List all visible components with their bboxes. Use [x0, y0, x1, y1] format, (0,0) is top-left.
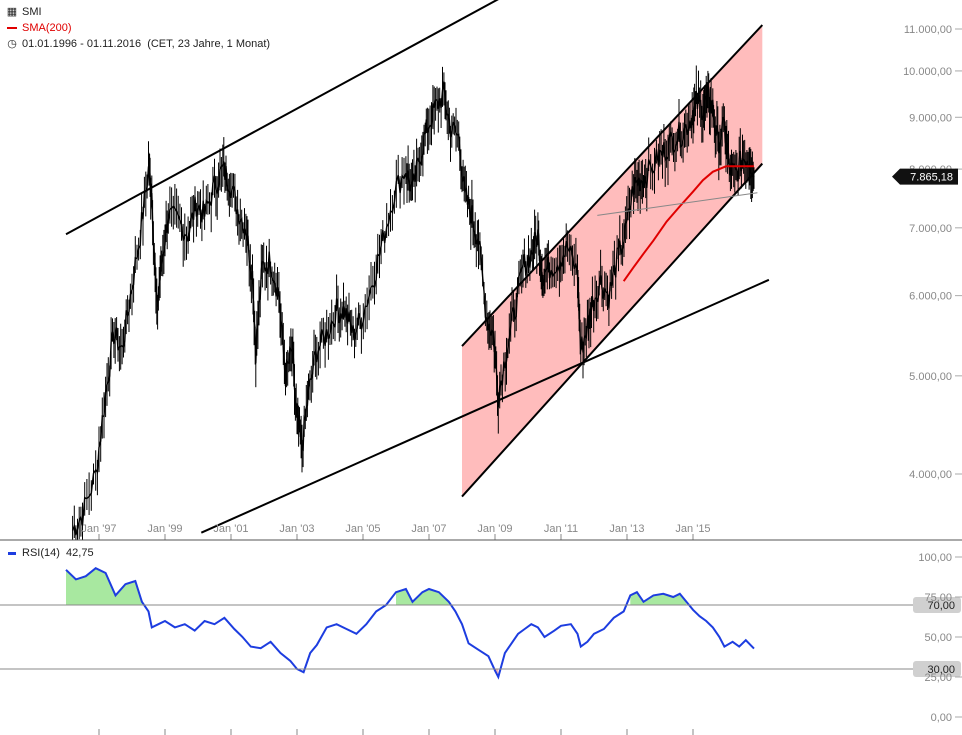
rsi-y-tick-label: 50,00	[924, 632, 952, 644]
rsi-y-tick-label: 0,00	[931, 712, 952, 724]
rsi-line-icon	[6, 546, 18, 560]
rsi-overbought-fill	[66, 568, 142, 605]
clock-icon: ◷	[7, 38, 17, 50]
last-price-label: 7.865,18	[910, 172, 953, 184]
price-y-tick-label: 6.000,00	[909, 291, 952, 303]
rsi-plot-area	[65, 567, 755, 680]
x-tick-label: Jan '13	[609, 523, 644, 535]
upper-long-line	[65, 0, 499, 236]
price-y-tick-label: 10.000,00	[903, 66, 952, 78]
rsi-line	[65, 567, 755, 680]
x-tick-label: Jan '01	[213, 523, 248, 535]
price-y-tick-label: 5.000,00	[909, 371, 952, 383]
legend-range: ◷ 01.01.1996 - 01.11.2016 (CET, 23 Jahre,…	[7, 38, 271, 50]
rsi-y-tick-label: 100,00	[918, 552, 952, 564]
price-y-tick-label: 11.000,00	[904, 24, 952, 36]
rsi-threshold-badge	[913, 661, 961, 677]
rsi-threshold-badge	[913, 597, 961, 613]
rsi-y-tick-label: 25,00	[924, 672, 952, 684]
sma-line-icon	[6, 21, 18, 35]
rsi-threshold-label: 30,00	[927, 664, 955, 676]
legend-sma: SMA(200)	[6, 21, 72, 35]
last-price-badge	[892, 168, 958, 185]
x-tick-label: Jan '11	[544, 523, 578, 535]
legend-symbol: ▦ SMI	[6, 6, 42, 18]
x-tick-label: Jan '07	[411, 523, 446, 535]
rsi-y-tick-label: 75,00	[924, 592, 952, 604]
price-plot-area	[65, 0, 770, 540]
support-line	[597, 192, 758, 216]
price-y-tick-label: 7.000,00	[909, 223, 952, 235]
x-tick-label: Jan '05	[345, 523, 380, 535]
x-tick-label: Jan '09	[477, 523, 512, 535]
rsi-threshold-label: 70,00	[927, 600, 955, 612]
channel-lower-line	[461, 162, 764, 498]
x-tick-label: Jan '03	[279, 523, 314, 535]
lower-long-line	[200, 278, 770, 534]
channel-upper-line	[461, 24, 764, 347]
x-tick-label: Jan '99	[147, 523, 182, 535]
x-tick-label: Jan '15	[675, 523, 710, 535]
rsi-overbought-fill	[396, 589, 449, 605]
price-y-tick-label: 4.000,00	[909, 469, 952, 481]
sma-200-line	[622, 165, 754, 282]
channel-fill	[462, 25, 763, 497]
price-y-tick-label: 9.000,00	[909, 112, 952, 124]
legend-rsi: RSI(14) 42,75	[6, 546, 94, 560]
candlestick-icon: ▦	[6, 6, 18, 18]
x-tick-label: Jan '97	[81, 523, 116, 535]
price-panel: 4.000,005.000,006.000,007.000,008.000,00…	[65, 0, 962, 540]
rsi-panel: 70,00 30,00 100,00 75,00 50,00 25,00 0,00	[0, 552, 962, 735]
